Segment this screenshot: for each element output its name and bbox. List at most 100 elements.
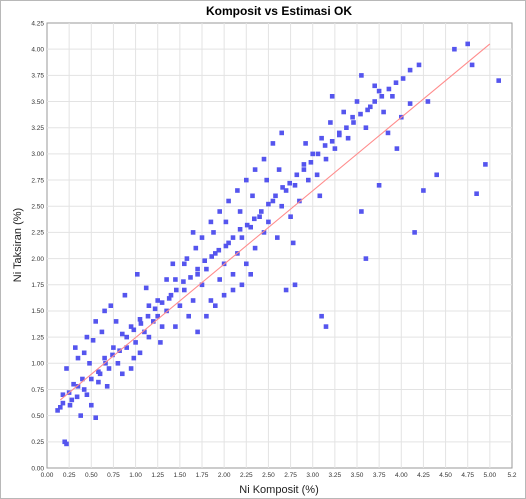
data-point	[379, 94, 385, 99]
data-point	[237, 209, 243, 214]
data-point	[359, 73, 364, 78]
data-point	[270, 141, 276, 146]
data-point	[290, 240, 296, 246]
data-point	[226, 240, 231, 246]
data-point	[270, 198, 276, 204]
y-tick-label: 3.75	[31, 73, 44, 80]
data-point	[280, 185, 285, 190]
data-point	[75, 384, 81, 389]
y-tick-label: 0.00	[31, 465, 44, 472]
data-point	[283, 287, 289, 293]
data-point	[103, 361, 108, 366]
y-tick-label: 0.75	[31, 387, 44, 394]
data-point	[221, 292, 227, 298]
data-point	[351, 120, 356, 125]
data-point	[425, 99, 431, 104]
data-point	[223, 243, 229, 249]
data-point	[301, 167, 307, 172]
data-point	[358, 111, 363, 117]
data-point	[257, 214, 262, 219]
data-point	[204, 313, 209, 319]
data-point	[164, 277, 169, 282]
data-point	[308, 160, 314, 165]
data-point	[133, 340, 138, 345]
data-point	[131, 355, 137, 361]
data-point	[89, 376, 94, 382]
y-tick-label: 4.00	[31, 46, 44, 53]
data-point	[230, 235, 236, 240]
data-point	[122, 292, 128, 298]
data-point	[319, 135, 324, 141]
data-point	[317, 193, 323, 199]
data-point	[400, 76, 406, 81]
data-point	[237, 227, 243, 232]
x-tick-label: 4.75	[461, 472, 474, 479]
data-point	[104, 384, 110, 389]
data-point	[64, 441, 69, 447]
data-point	[239, 235, 245, 240]
data-point	[235, 188, 240, 193]
data-point	[181, 279, 186, 284]
data-point	[341, 109, 346, 115]
data-point	[421, 188, 426, 193]
data-point	[195, 266, 200, 272]
data-point	[190, 298, 196, 303]
y-tick-label: 1.25	[31, 334, 44, 341]
x-tick-label: 1.00	[129, 472, 142, 479]
data-point	[58, 405, 63, 410]
chart-title: Komposit vs Estimasi OK	[206, 4, 352, 18]
data-point	[188, 275, 193, 280]
x-tick-label: 1.50	[174, 472, 187, 479]
data-point	[75, 355, 81, 361]
data-point	[322, 143, 328, 148]
x-tick-label: 5.00	[484, 472, 497, 479]
data-point	[131, 327, 137, 333]
y-tick-label: 3.00	[31, 151, 44, 158]
y-tick-label: 4.25	[31, 20, 44, 27]
data-point	[469, 62, 475, 68]
data-point	[292, 282, 298, 288]
data-point	[84, 392, 90, 397]
data-point	[78, 413, 83, 418]
x-tick-label: 0.75	[107, 472, 120, 479]
data-point	[496, 78, 501, 83]
data-point	[60, 392, 66, 397]
data-point	[259, 209, 264, 214]
data-point	[244, 222, 250, 228]
data-point	[363, 125, 369, 130]
data-point	[393, 80, 399, 85]
y-tick-label: 0.25	[31, 439, 44, 446]
data-point	[390, 94, 395, 99]
x-tick-label: 2.00	[218, 472, 231, 479]
data-point	[80, 376, 85, 382]
data-point	[174, 287, 179, 293]
y-tick-labels: 0.00 0.25 0.50 0.75 1.00 1.25 1.50 1.75 2.00 2.25…	[31, 20, 44, 472]
x-tick-label: 1.75	[196, 472, 209, 479]
data-point	[213, 251, 218, 256]
data-point	[483, 162, 488, 167]
y-tick-label: 1.50	[31, 308, 44, 315]
data-point	[166, 296, 172, 301]
data-point	[177, 303, 183, 308]
data-point	[252, 167, 258, 172]
data-point	[73, 345, 78, 350]
data-point	[184, 256, 190, 261]
x-tick-label: 5.2	[507, 472, 516, 479]
data-point	[217, 209, 222, 214]
data-point	[301, 162, 307, 167]
data-point	[143, 285, 149, 291]
data-point	[385, 130, 391, 136]
data-point	[252, 216, 257, 222]
data-point	[244, 177, 249, 183]
x-axis-label: Ni Komposit (%)	[239, 484, 318, 496]
x-tick-label: 0.50	[85, 472, 98, 479]
data-point	[155, 298, 160, 303]
x-tick-label: 3.50	[351, 472, 364, 479]
x-tick-label: 4.00	[395, 472, 408, 479]
data-point	[102, 355, 107, 361]
data-point	[372, 99, 377, 104]
data-point	[67, 402, 73, 408]
data-point	[465, 41, 470, 47]
data-point	[328, 120, 333, 125]
